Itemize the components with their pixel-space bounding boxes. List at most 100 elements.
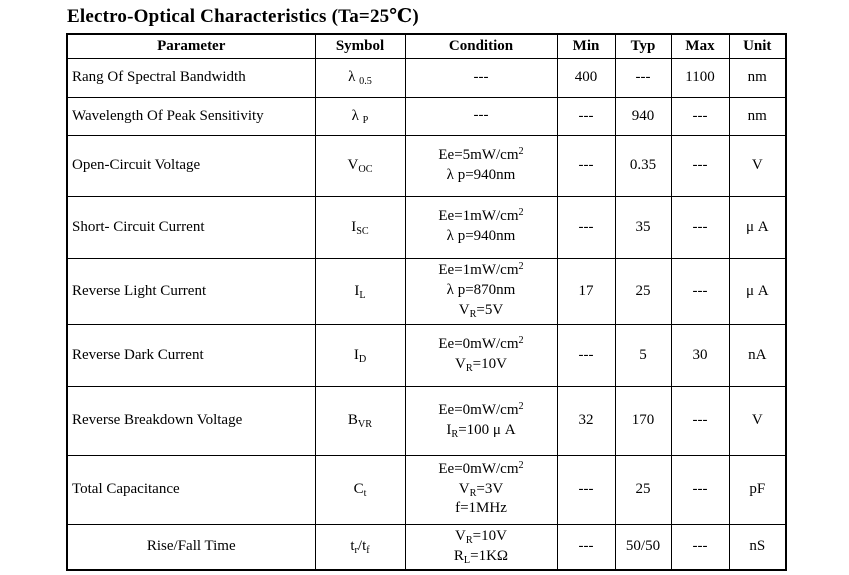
condition-cell: Ee=0mW/cm2 VR=10V bbox=[404, 323, 558, 387]
symbol-cell: VOC bbox=[314, 134, 406, 197]
min-cell: --- bbox=[556, 96, 616, 136]
condition-line: IR=100 μ A bbox=[446, 421, 516, 440]
unit-cell: nA bbox=[728, 323, 787, 387]
symbol-cell: Ct bbox=[314, 454, 406, 525]
symbol-cell: λ P bbox=[314, 96, 406, 136]
min-cell: 17 bbox=[556, 257, 616, 325]
table-body: Rang Of Spectral Bandwidth λ 0.5 --- 400 ---… bbox=[66, 57, 787, 571]
table-row: Open-Circuit Voltage VOC Ee=5mW/cm2 λ p=940… bbox=[66, 134, 787, 197]
column-header: Typ bbox=[614, 33, 672, 59]
max-cell: --- bbox=[670, 454, 730, 525]
condition-line: Ee=0mW/cm2 bbox=[438, 400, 524, 418]
condition-cell: VR=10V RL=1KΩ bbox=[404, 523, 558, 571]
table-row: Reverse Light Current IL Ee=1mW/cm2 λ p=870… bbox=[66, 257, 787, 325]
condition-line: λ p=870nm bbox=[446, 282, 516, 299]
column-header: Min bbox=[556, 33, 616, 59]
table-row: Total Capacitance Ct Ee=0mW/cm2 VR=3V f=1MHz… bbox=[66, 454, 787, 525]
parameter-cell: Short- Circuit Current bbox=[66, 195, 316, 259]
parameter-cell: Rise/Fall Time bbox=[66, 523, 316, 571]
typ-cell: 5 bbox=[614, 323, 672, 387]
typ-cell: 0.35 bbox=[614, 134, 672, 197]
min-cell: --- bbox=[556, 523, 616, 571]
condition-cell: Ee=0mW/cm2 IR=100 μ A bbox=[404, 385, 558, 456]
condition-line: λ p=940nm bbox=[446, 228, 516, 244]
min-cell: 32 bbox=[556, 385, 616, 456]
min-cell: --- bbox=[556, 323, 616, 387]
condition-line: f=1MHz bbox=[455, 500, 507, 517]
column-header: Parameter bbox=[66, 33, 316, 59]
parameter-cell: Reverse Light Current bbox=[66, 257, 316, 325]
condition-line: Ee=1mW/cm2 bbox=[438, 207, 524, 225]
column-header: Max bbox=[670, 33, 730, 59]
typ-cell: 50/50 bbox=[614, 523, 672, 571]
unit-cell: V bbox=[728, 385, 787, 456]
condition-line: --- bbox=[473, 107, 489, 124]
condition-cell: --- bbox=[404, 96, 558, 136]
condition-line: λ p=940nm bbox=[446, 166, 516, 183]
typ-cell: --- bbox=[614, 57, 672, 98]
condition-cell: Ee=0mW/cm2 VR=3V f=1MHz bbox=[404, 454, 558, 525]
symbol-cell: BVR bbox=[314, 385, 406, 456]
table-row: Reverse Dark Current ID Ee=0mW/cm2 VR=10V --… bbox=[66, 323, 787, 387]
table-row: Short- Circuit Current ISC Ee=1mW/cm2 λ p=9… bbox=[66, 195, 787, 259]
condition-line: VR=3V bbox=[458, 480, 504, 499]
condition-cell: Ee=1mW/cm2 λ p=940nm bbox=[404, 195, 558, 259]
max-cell: --- bbox=[670, 195, 730, 259]
max-cell: --- bbox=[670, 134, 730, 197]
max-cell: --- bbox=[670, 523, 730, 571]
column-header: Symbol bbox=[314, 33, 406, 59]
max-cell: --- bbox=[670, 96, 730, 136]
max-cell: --- bbox=[670, 257, 730, 325]
condition-line: Ee=0mW/cm2 bbox=[438, 335, 524, 353]
column-header: Condition bbox=[404, 33, 558, 59]
max-cell: --- bbox=[670, 385, 730, 456]
condition-cell: Ee=5mW/cm2 λ p=940nm bbox=[404, 134, 558, 197]
parameter-cell: Wavelength Of Peak Sensitivity bbox=[66, 96, 316, 136]
table-header-row: Parameter Symbol Condition Min Typ Max Unit bbox=[66, 33, 787, 59]
unit-cell: nS bbox=[728, 523, 787, 571]
unit-cell: μ A bbox=[728, 257, 787, 325]
min-cell: --- bbox=[556, 454, 616, 525]
max-cell: 30 bbox=[670, 323, 730, 387]
condition-line: Ee=1mW/cm2 bbox=[438, 261, 524, 279]
unit-cell: nm bbox=[728, 57, 787, 98]
typ-cell: 170 bbox=[614, 385, 672, 456]
min-cell: --- bbox=[556, 134, 616, 197]
table-row: Reverse Breakdown Voltage BVR Ee=0mW/cm2 IR… bbox=[66, 385, 787, 456]
symbol-cell: ISC bbox=[314, 195, 406, 259]
max-cell: 1100 bbox=[670, 57, 730, 98]
table-row: Wavelength Of Peak Sensitivity λ P --- --- 9… bbox=[66, 96, 787, 136]
condition-line: --- bbox=[473, 68, 489, 85]
parameter-cell: Rang Of Spectral Bandwidth bbox=[66, 57, 316, 98]
unit-cell: nm bbox=[728, 96, 787, 136]
unit-cell: pF bbox=[728, 454, 787, 525]
min-cell: 400 bbox=[556, 57, 616, 98]
parameter-cell: Reverse Breakdown Voltage bbox=[66, 385, 316, 456]
page-title: Electro-Optical Characteristics (Ta=25℃) bbox=[67, 6, 419, 27]
condition-line: VR=10V bbox=[455, 356, 507, 374]
symbol-cell: IL bbox=[314, 257, 406, 325]
symbol-cell: λ 0.5 bbox=[314, 57, 406, 98]
condition-line: Ee=5mW/cm2 bbox=[438, 145, 524, 163]
column-header: Unit bbox=[728, 33, 787, 59]
typ-cell: 25 bbox=[614, 257, 672, 325]
unit-cell: V bbox=[728, 134, 787, 197]
condition-line: VR=5V bbox=[458, 301, 504, 320]
parameter-cell: Total Capacitance bbox=[66, 454, 316, 525]
condition-cell: --- bbox=[404, 57, 558, 98]
typ-cell: 940 bbox=[614, 96, 672, 136]
unit-cell: μ A bbox=[728, 195, 787, 259]
condition-line: RL=1KΩ bbox=[453, 547, 509, 566]
condition-line: VR=10V bbox=[455, 527, 507, 546]
characteristics-table: Parameter Symbol Condition Min Typ Max Unit Ra… bbox=[66, 33, 787, 571]
parameter-cell: Open-Circuit Voltage bbox=[66, 134, 316, 197]
min-cell: --- bbox=[556, 195, 616, 259]
parameter-cell: Reverse Dark Current bbox=[66, 323, 316, 387]
symbol-cell: tr/tf bbox=[314, 523, 406, 571]
table-row: Rise/Fall Time tr/tf VR=10V RL=1KΩ --- 50/50-… bbox=[66, 523, 787, 571]
symbol-cell: ID bbox=[314, 323, 406, 387]
typ-cell: 35 bbox=[614, 195, 672, 259]
condition-cell: Ee=1mW/cm2 λ p=870nm VR=5V bbox=[404, 257, 558, 325]
typ-cell: 25 bbox=[614, 454, 672, 525]
